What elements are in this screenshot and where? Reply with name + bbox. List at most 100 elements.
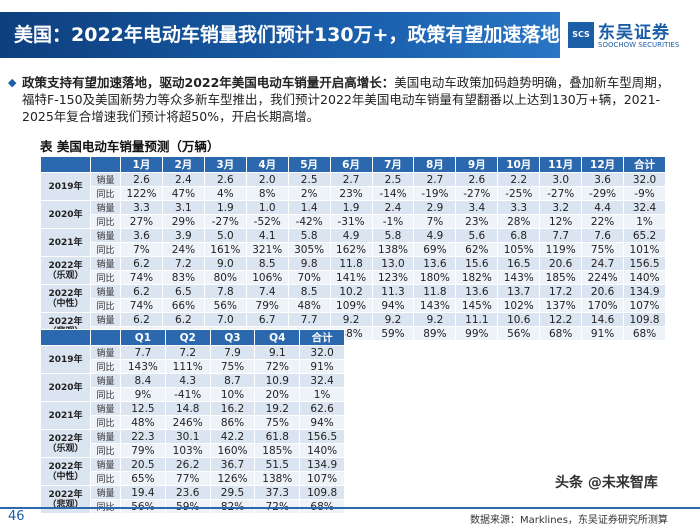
- cell: 101%: [623, 242, 666, 257]
- data-row: 2021年 销量 3.6 3.9 5.0 4.1 5.8 4.9 5.8 4.9 5.6 6.8 7.7…: [40, 228, 666, 257]
- cell: 2.4: [161, 172, 205, 187]
- cell: 6.7: [245, 312, 289, 327]
- cell: 1%: [299, 387, 345, 402]
- cell: -31%: [329, 214, 373, 229]
- cell: 9.8: [287, 256, 331, 271]
- row-label: 销量: [90, 256, 121, 271]
- cell: 68%: [539, 326, 583, 341]
- cell: 185%: [539, 270, 583, 285]
- cell: 83%: [161, 270, 205, 285]
- cell: 5.6: [455, 228, 499, 243]
- group-label: 2020年: [40, 200, 91, 229]
- cell: 20.6: [539, 256, 583, 271]
- row-label: 同比: [90, 270, 121, 285]
- title: 美国：2022年电动车销量我们预计130万+，政策有望加速落地: [14, 24, 560, 46]
- column-header: 1月: [120, 156, 163, 173]
- cell: 9.2: [371, 312, 415, 327]
- column-header: 6月: [329, 156, 373, 173]
- header-cell: [40, 329, 91, 346]
- cell: 7%: [120, 242, 163, 257]
- cell: 42.2: [209, 429, 256, 444]
- row-label: 同比: [90, 415, 121, 430]
- cell: 4.1: [245, 228, 289, 243]
- cell: 7.4: [245, 284, 289, 299]
- group-label: 2022年 （中性）: [40, 284, 91, 313]
- row-label: 同比: [90, 186, 121, 201]
- cell: 14.8: [164, 401, 211, 416]
- bullet-text: 美国电动车政策加码趋势明确，叠加新车型周期，福特F-150及美国新势力等众多新车…: [22, 75, 670, 124]
- group-label: 2019年: [40, 172, 91, 201]
- data-row: 同比 122% 47% 4% 8% 2% 23% -14% -19% -27% -25% -27% -2…: [41, 186, 666, 201]
- cell: 140%: [623, 270, 666, 285]
- cell: 140%: [299, 443, 345, 458]
- cell: 19.2: [254, 401, 301, 416]
- row-label: 销量: [90, 200, 121, 215]
- data-row: 2020年 销量 8.4 4.3 8.7 10.9 32.4: [40, 373, 345, 402]
- cell: 62%: [455, 242, 499, 257]
- cell: 7.6: [581, 228, 625, 243]
- cell: 3.2: [539, 200, 583, 215]
- cell: 20.5: [120, 457, 166, 472]
- cell: 109.8: [299, 485, 345, 500]
- cell: 3.0: [539, 172, 583, 187]
- data-row: 2020年 销量 3.3 3.1 1.9 1.0 1.4 1.9 2.4 2.9 3.4 3.3 3.2…: [40, 200, 666, 229]
- cell: 59%: [371, 326, 415, 341]
- cell: 65.2: [623, 228, 666, 243]
- cell: 2.6: [455, 172, 499, 187]
- cell: 122%: [120, 186, 163, 201]
- header-cell: [90, 329, 121, 346]
- cell: 29%: [161, 214, 205, 229]
- cell: 2.6: [120, 172, 163, 187]
- cell: 10.6: [497, 312, 541, 327]
- cell: 82%: [209, 499, 256, 514]
- cell: 4.4: [581, 200, 625, 215]
- cell: 123%: [371, 270, 415, 285]
- cell: 107%: [299, 471, 345, 486]
- row-label: 销量: [90, 401, 121, 416]
- cell: 134.9: [299, 457, 345, 472]
- cell: 37.3: [254, 485, 301, 500]
- cell: 103%: [164, 443, 211, 458]
- cell: 75%: [581, 242, 625, 257]
- cell: 1.9: [203, 200, 247, 215]
- cell: 91%: [299, 359, 345, 374]
- cell: 4.3: [164, 373, 211, 388]
- cell: 10.2: [329, 284, 373, 299]
- row-label: 销量: [90, 312, 121, 327]
- cell: 7.7: [539, 228, 583, 243]
- column-header: 5月: [287, 156, 331, 173]
- cell: 137%: [539, 298, 583, 313]
- header-row: 1月 2月 3月 4月 5月 6月 7月 8月 9月 10月 11月 12月 合计: [40, 156, 666, 173]
- cell: 72%: [254, 499, 301, 514]
- cell: 3.6: [120, 228, 163, 243]
- group-label: 2019年: [40, 345, 91, 374]
- cell: 7.2: [164, 345, 211, 360]
- cell: 24.7: [581, 256, 625, 271]
- cell: 2.6: [203, 172, 247, 187]
- column-header: Q2: [164, 329, 211, 346]
- cell: 143%: [413, 298, 457, 313]
- cell: 143%: [120, 359, 166, 374]
- group-label: 2022年 （中性）: [40, 457, 91, 486]
- cell: 2.5: [371, 172, 415, 187]
- cell: -27%: [455, 186, 499, 201]
- data-row: 2022年 （中性） 销量 20.5 26.2 36.7 51.5 134.9: [40, 457, 345, 486]
- group-label-line: 2021年: [48, 410, 83, 421]
- cell: 56%: [120, 499, 166, 514]
- data-row: 同比 74% 66% 56% 79% 48% 109% 94% 143% 145% 102% 137%…: [41, 298, 666, 313]
- cell: 2%: [287, 186, 331, 201]
- column-header: 9月: [455, 156, 499, 173]
- cell: 19.4: [120, 485, 166, 500]
- cell: 75%: [209, 359, 256, 374]
- cell: 94%: [299, 415, 345, 430]
- cell: 6.2: [120, 312, 163, 327]
- data-row: 同比 27% 29% -27% -52% -42% -31% -1% 7% 23% 28% 12% 22…: [41, 214, 666, 229]
- group-label-line: （乐观）: [47, 443, 84, 454]
- cell: 3.3: [120, 200, 163, 215]
- data-row: 同比 143% 111% 75% 72% 91%: [41, 359, 345, 374]
- column-header: Q3: [209, 329, 256, 346]
- cell: 9.2: [329, 312, 373, 327]
- group-label-line: 2022年: [48, 288, 83, 299]
- cell: 6.5: [161, 284, 205, 299]
